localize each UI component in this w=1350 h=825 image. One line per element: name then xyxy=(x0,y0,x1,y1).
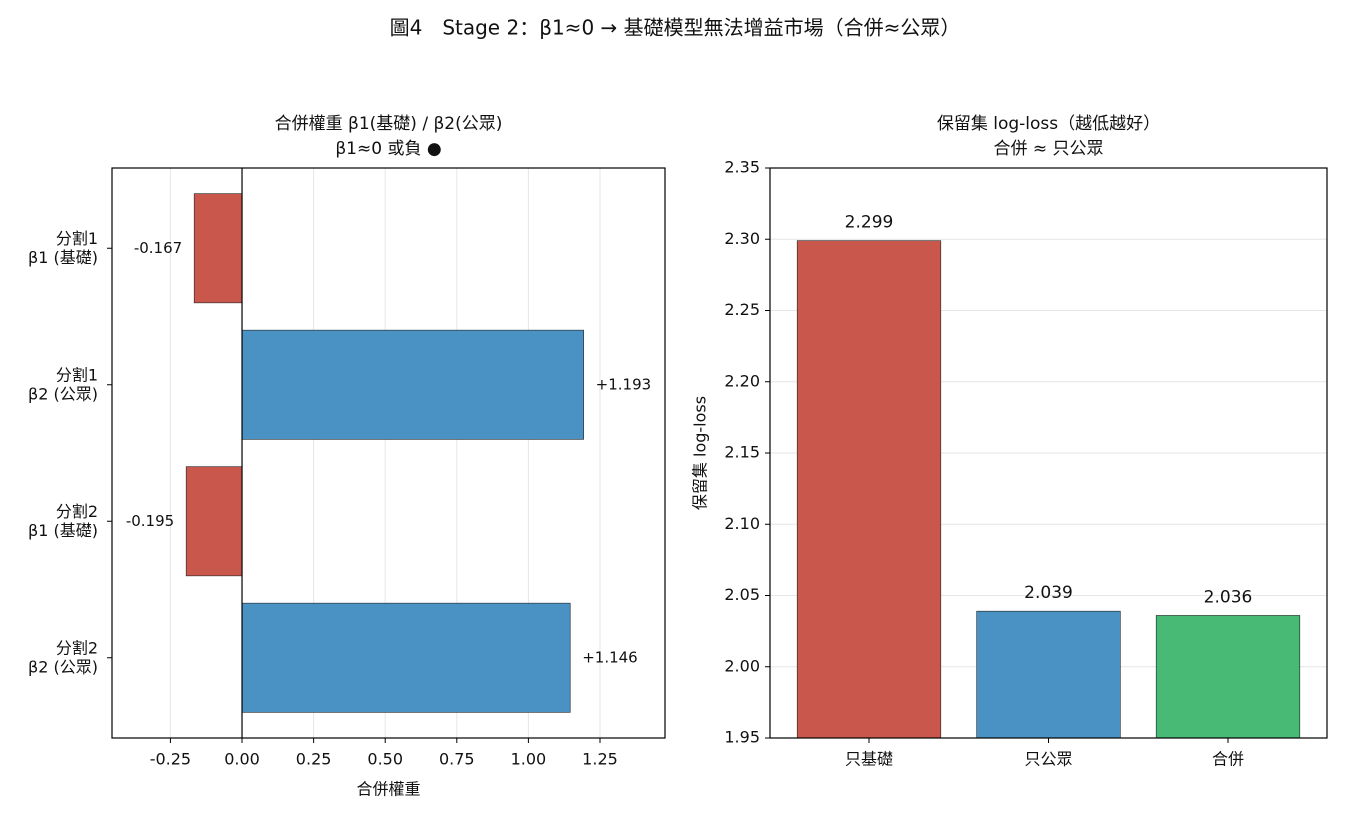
x-tick-label: 0.00 xyxy=(224,750,260,769)
y-tick-label: 分割1 β2 (公眾) xyxy=(28,365,98,403)
plot-frame xyxy=(111,167,666,739)
value-label: -0.167 xyxy=(134,239,182,257)
value-label: +1.146 xyxy=(582,648,638,666)
bar xyxy=(241,329,584,440)
x-axis-label: 合併權重 xyxy=(356,780,420,799)
x-tick-label: 0.75 xyxy=(439,750,475,769)
chart-subtitle: 合併 ≈ 只公眾 xyxy=(993,139,1103,159)
y-axis-label: 保留集 log-loss xyxy=(691,396,710,510)
y-tick-label: 2.00 xyxy=(724,656,760,675)
x-tick-label: 只公眾 xyxy=(1024,750,1072,769)
x-tick-label: 只基礎 xyxy=(845,750,893,769)
x-tick-label: 1.00 xyxy=(511,750,547,769)
y-tick-label: 2.15 xyxy=(724,443,760,462)
bar xyxy=(241,602,571,713)
chart-title: 保留集 log-loss（越低越好） xyxy=(937,114,1160,134)
y-tick-label: 分割2 β2 (公眾) xyxy=(28,638,98,676)
y-tick-label: 2.25 xyxy=(724,300,760,319)
y-tick-label: 分割2 β1 (基礎) xyxy=(28,501,98,539)
bar xyxy=(193,193,243,304)
y-tick-label: 1.95 xyxy=(724,728,760,747)
y-tick-label: 2.30 xyxy=(724,229,760,248)
value-label: 2.299 xyxy=(845,213,894,233)
y-tick-label: 2.35 xyxy=(724,158,760,177)
x-tick-label: 0.25 xyxy=(296,750,332,769)
value-label: 2.036 xyxy=(1204,587,1253,607)
bar xyxy=(185,466,243,577)
plot-frame xyxy=(769,167,1328,739)
value-label: +1.193 xyxy=(596,375,652,393)
y-tick-label: 2.10 xyxy=(724,514,760,533)
x-tick-label: 0.50 xyxy=(367,750,403,769)
x-tick-label: 合併 xyxy=(1212,750,1244,769)
y-tick-label: 分割1 β1 (基礎) xyxy=(28,228,98,266)
chart-subtitle: β1≈0 或負 ● xyxy=(335,139,441,159)
bar xyxy=(796,240,942,739)
bar xyxy=(976,610,1121,739)
figure-title: 圖4 Stage 2：β1≈0 → 基礎模型無法增益市場（合併≈公眾） xyxy=(390,16,961,40)
value-label: -0.195 xyxy=(126,512,174,530)
y-tick-label: 2.05 xyxy=(724,585,760,604)
x-tick-label: -0.25 xyxy=(150,750,191,769)
value-label: 2.039 xyxy=(1024,583,1073,603)
bar xyxy=(1155,615,1301,739)
y-tick-label: 2.20 xyxy=(724,371,760,390)
x-tick-label: 1.25 xyxy=(582,750,618,769)
chart-title: 合併權重 β1(基礎) / β2(公眾) xyxy=(275,114,503,134)
